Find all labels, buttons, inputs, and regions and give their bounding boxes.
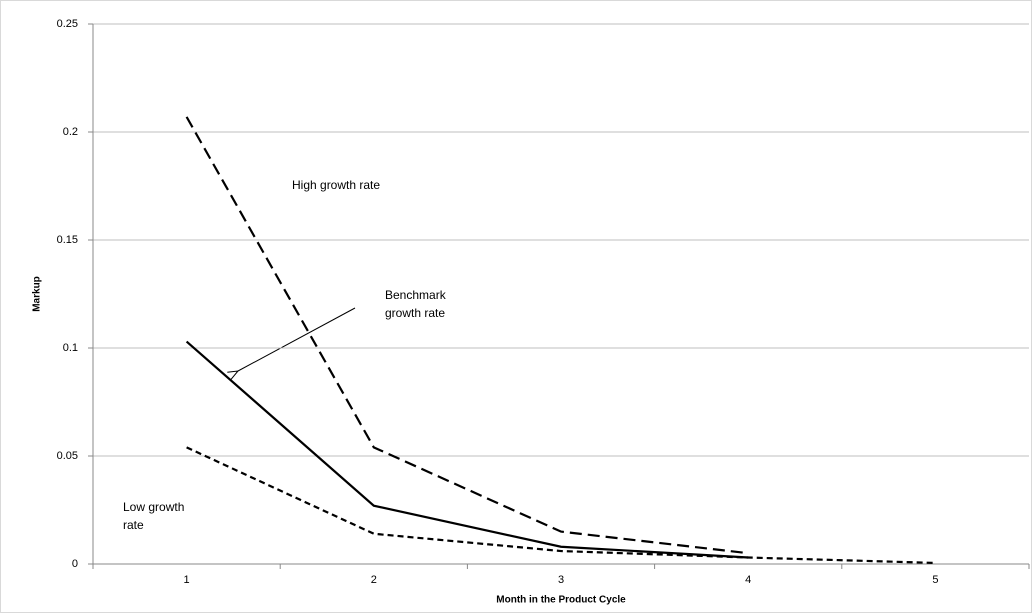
annotation-arrow xyxy=(238,307,356,371)
y-tick-label: 0 xyxy=(72,558,78,570)
annotation: Low growth xyxy=(123,500,184,514)
series-line xyxy=(185,116,749,555)
x-tick-label: 5 xyxy=(932,574,938,586)
annotation: High growth rate xyxy=(292,178,380,192)
x-tick-label: 4 xyxy=(745,574,751,586)
x-tick-label: 1 xyxy=(184,574,190,586)
y-axis-title: Markup xyxy=(32,276,43,312)
y-tick-label: 0.05 xyxy=(57,450,78,462)
x-axis-title: Month in the Product Cycle xyxy=(496,595,626,606)
annotation: growth rate xyxy=(385,306,445,320)
annotation: Benchmark xyxy=(385,288,447,302)
y-tick-label: 0.25 xyxy=(57,18,78,30)
series-line xyxy=(186,446,936,565)
y-tick-label: 0.2 xyxy=(63,126,78,138)
series-line xyxy=(185,340,749,559)
x-tick-label: 3 xyxy=(558,574,564,586)
annotation: rate xyxy=(123,518,144,532)
y-tick-label: 0.15 xyxy=(57,234,78,246)
x-tick-label: 2 xyxy=(371,574,377,586)
y-tick-label: 0.1 xyxy=(63,342,78,354)
